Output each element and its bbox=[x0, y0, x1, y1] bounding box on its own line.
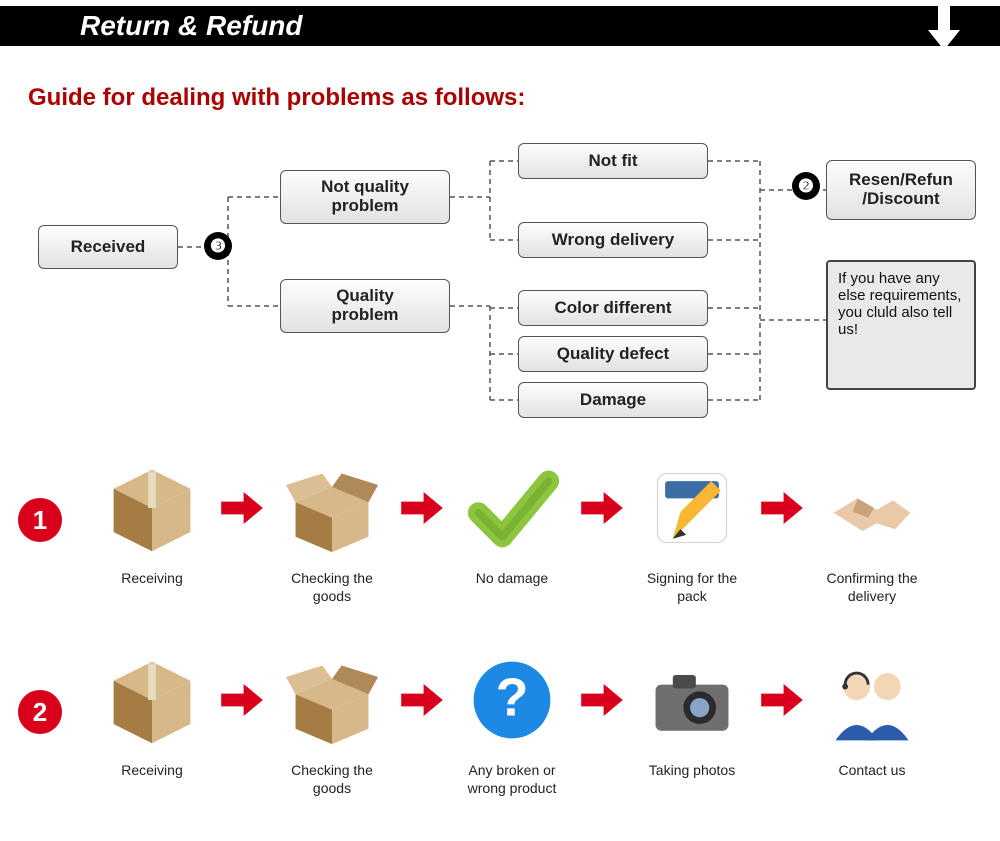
arrow-right-icon bbox=[398, 460, 446, 556]
step-cell: Contact us bbox=[806, 652, 938, 780]
step-caption: No damage bbox=[476, 570, 548, 588]
step-caption: Receiving bbox=[121, 762, 182, 780]
arrow-right-icon bbox=[218, 652, 266, 748]
step-cell: Receiving bbox=[86, 460, 218, 588]
step-caption: Receiving bbox=[121, 570, 182, 588]
step-cell: Signing for the pack bbox=[626, 460, 758, 605]
check-icon bbox=[464, 460, 560, 556]
step-cell: No damage bbox=[446, 460, 578, 588]
flow-note: If you have any else requirements, you c… bbox=[826, 260, 976, 390]
flow-node-wrong-delivery: Wrong delivery bbox=[518, 222, 708, 258]
arrow-right-icon bbox=[758, 460, 806, 556]
step-cell: Taking photos bbox=[626, 652, 758, 780]
header-title: Return & Refund bbox=[0, 6, 1000, 46]
flow-node-received: Received bbox=[38, 225, 178, 269]
flow-node-quality: Quality problem bbox=[280, 279, 450, 333]
page: Return & Refund Guide for dealing with p… bbox=[0, 0, 1000, 841]
pencil-icon bbox=[644, 460, 740, 556]
arrow-right-icon bbox=[578, 460, 626, 556]
step-caption: Checking the goods bbox=[272, 570, 392, 605]
step-cell: Checking the goods bbox=[266, 652, 398, 797]
box-open-icon bbox=[284, 460, 380, 556]
step-caption: Confirming the delivery bbox=[812, 570, 932, 605]
flow-node-not-fit: Not fit bbox=[518, 143, 708, 179]
arrow-right-icon bbox=[578, 652, 626, 748]
arrow-right-icon bbox=[398, 652, 446, 748]
step-row-1: Receiving Checking the goods No damage S… bbox=[0, 460, 1000, 605]
arrow-right-icon bbox=[218, 460, 266, 556]
svg-text:?: ? bbox=[496, 667, 529, 727]
handshake-icon bbox=[824, 460, 920, 556]
flow-node-not-quality: Not quality problem bbox=[280, 170, 450, 224]
step-cell: Checking the goods bbox=[266, 460, 398, 605]
flow-badge-3: ❸ bbox=[204, 232, 232, 260]
question-icon: ? bbox=[464, 652, 560, 748]
header-down-arrow-icon bbox=[924, 2, 964, 52]
step-cell: ? Any broken or wrong product bbox=[446, 652, 578, 797]
step-row-2: Receiving Checking the goods ? Any broken… bbox=[0, 652, 1000, 797]
arrow-right-icon bbox=[758, 652, 806, 748]
box-icon bbox=[104, 460, 200, 556]
step-caption: Signing for the pack bbox=[632, 570, 752, 605]
step-cell: Confirming the delivery bbox=[806, 460, 938, 605]
box-icon bbox=[104, 652, 200, 748]
header-bar: Return & Refund bbox=[0, 6, 1000, 46]
step-cell: Receiving bbox=[86, 652, 218, 780]
camera-icon bbox=[644, 652, 740, 748]
step-caption: Any broken or wrong product bbox=[452, 762, 572, 797]
step-caption: Taking photos bbox=[649, 762, 735, 780]
box-open-icon bbox=[284, 652, 380, 748]
flow-node-color-different: Color different bbox=[518, 290, 708, 326]
flow-node-resend-refund: Resen/Refun /Discount bbox=[826, 160, 976, 220]
flow-node-damage: Damage bbox=[518, 382, 708, 418]
step-caption: Contact us bbox=[839, 762, 906, 780]
step-caption: Checking the goods bbox=[272, 762, 392, 797]
guide-subtitle: Guide for dealing with problems as follo… bbox=[28, 84, 525, 112]
support-icon bbox=[824, 652, 920, 748]
flow-node-quality-defect: Quality defect bbox=[518, 336, 708, 372]
flow-badge-2: ❷ bbox=[792, 172, 820, 200]
